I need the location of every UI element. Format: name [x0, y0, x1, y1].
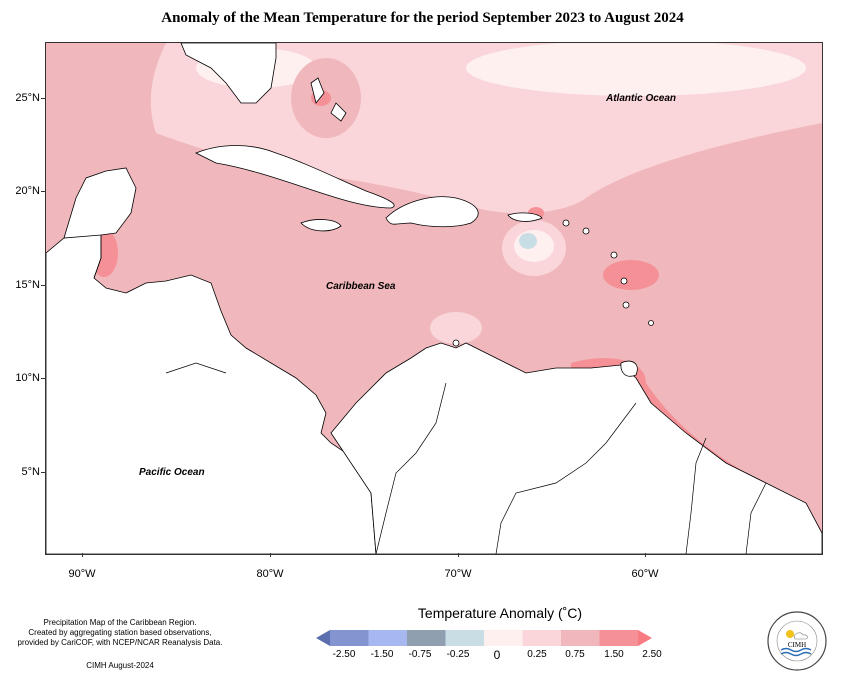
lon-tick-90: 90°W: [68, 568, 96, 580]
lat-tick-mark: [41, 98, 45, 99]
land-south-america: [330, 342, 822, 554]
land-antilles-5: [622, 301, 630, 309]
land-bahamas-2: [330, 102, 347, 122]
cimh-logo: CIMH: [767, 611, 827, 671]
anomaly-field-near-zero-north: [466, 43, 806, 96]
legend-tick: -2.50: [332, 649, 356, 660]
land-abc-islands: [452, 339, 460, 347]
legend-colorbar: [316, 630, 652, 646]
legend-tick: 0.25: [527, 649, 547, 660]
anomaly-field-warm-lesser-antilles: [603, 260, 659, 290]
land-yucatan: [63, 167, 137, 239]
lon-tick-mark: [458, 553, 459, 557]
lat-tick-mark: [41, 472, 45, 473]
land-puerto-rico: [507, 212, 543, 222]
anomaly-field-negative-pr: [519, 233, 537, 249]
legend-tick: 0.75: [565, 649, 585, 660]
wave-icon: [780, 647, 812, 653]
land-outlines: [46, 43, 822, 554]
border-venezuela-brazil: [495, 402, 637, 554]
legend-tick: -0.75: [408, 649, 432, 660]
legend-swatch: [330, 630, 369, 646]
lat-tick-15: 15°N: [15, 279, 40, 291]
credits-line-1: Precipitation Map of the Caribbean Regio…: [43, 618, 197, 627]
label-atlantic-ocean: Atlantic Ocean: [606, 93, 677, 104]
land-antilles-2: [582, 227, 590, 235]
cloud-icon: [793, 632, 808, 640]
lon-tick-mark: [82, 553, 83, 557]
lat-tick-5: 5°N: [21, 466, 40, 478]
logo-text: CIMH: [788, 641, 806, 649]
land-jamaica: [300, 219, 342, 232]
border-colombia-venezuela: [375, 382, 447, 554]
credits-line-3: provided by CariCOF, with NCEP/NCAR Rean…: [17, 638, 223, 647]
anomaly-field-light-venezuela: [430, 312, 482, 344]
land-trinidad: [620, 360, 638, 377]
land-bahamas-1: [310, 77, 325, 104]
legend-swatch: [407, 630, 446, 646]
lon-tick-60: 60°W: [631, 568, 659, 580]
lat-tick-mark: [41, 378, 45, 379]
border-honduras-nicaragua: [165, 362, 227, 374]
credits-stamp: CIMH August-2024: [86, 661, 154, 670]
legend-tick: -0.25: [446, 649, 470, 660]
sun-icon: [786, 630, 794, 638]
legend-tick: -1.50: [370, 649, 394, 660]
map-title: Anomaly of the Mean Temperature for the …: [161, 10, 684, 26]
border-belize: [93, 235, 102, 279]
label-caribbean-sea: Caribbean Sea: [326, 281, 396, 292]
legend-title: Temperature Anomaly (˚C): [417, 605, 583, 621]
legend-swatch: [599, 630, 638, 646]
border-guyana-suriname: [685, 437, 707, 554]
legend-tick: 1.50: [604, 649, 624, 660]
legend-swatch: [368, 630, 407, 646]
legend-swatch: [484, 630, 523, 646]
lat-tick-25: 25°N: [15, 92, 40, 104]
lat-tick-mark: [41, 285, 45, 286]
land-antilles-4: [620, 277, 628, 285]
temperature-anomaly-map: Atlantic Ocean Caribbean Sea Pacific Oce…: [45, 42, 823, 555]
legend-tick: 0: [493, 648, 501, 662]
map-credits: Precipitation Map of the Caribbean Regio…: [10, 618, 230, 671]
legend-swatch-high-end: [638, 630, 652, 646]
country-borders: [93, 235, 767, 554]
lat-tick-mark: [41, 191, 45, 192]
legend-swatch-low-end: [316, 630, 330, 646]
legend-swatch: [561, 630, 600, 646]
label-pacific-ocean: Pacific Ocean: [139, 467, 205, 478]
lon-tick-mark: [645, 553, 646, 557]
land-antilles-1: [562, 219, 570, 227]
legend-swatch: [522, 630, 561, 646]
land-hispaniola: [385, 196, 479, 228]
lon-tick-80: 80°W: [256, 568, 284, 580]
land-antilles-6: [648, 320, 654, 326]
land-cuba: [195, 145, 395, 209]
lat-tick-10: 10°N: [15, 372, 40, 384]
border-suriname-guiana: [745, 482, 767, 554]
map-canvas: [46, 43, 822, 554]
lon-tick-mark: [270, 553, 271, 557]
lon-tick-70: 70°W: [444, 568, 472, 580]
credits-line-2: Created by aggregating station based obs…: [28, 628, 212, 637]
lat-tick-20: 20°N: [15, 185, 40, 197]
legend-tick-labels: -2.50 -1.50 -0.75 -0.25 0 0.25 0.75 1.50…: [316, 648, 716, 663]
legend-tick: 2.50: [642, 649, 662, 660]
legend-swatch: [445, 630, 484, 646]
land-florida: [180, 43, 277, 104]
land-antilles-3: [610, 251, 618, 259]
